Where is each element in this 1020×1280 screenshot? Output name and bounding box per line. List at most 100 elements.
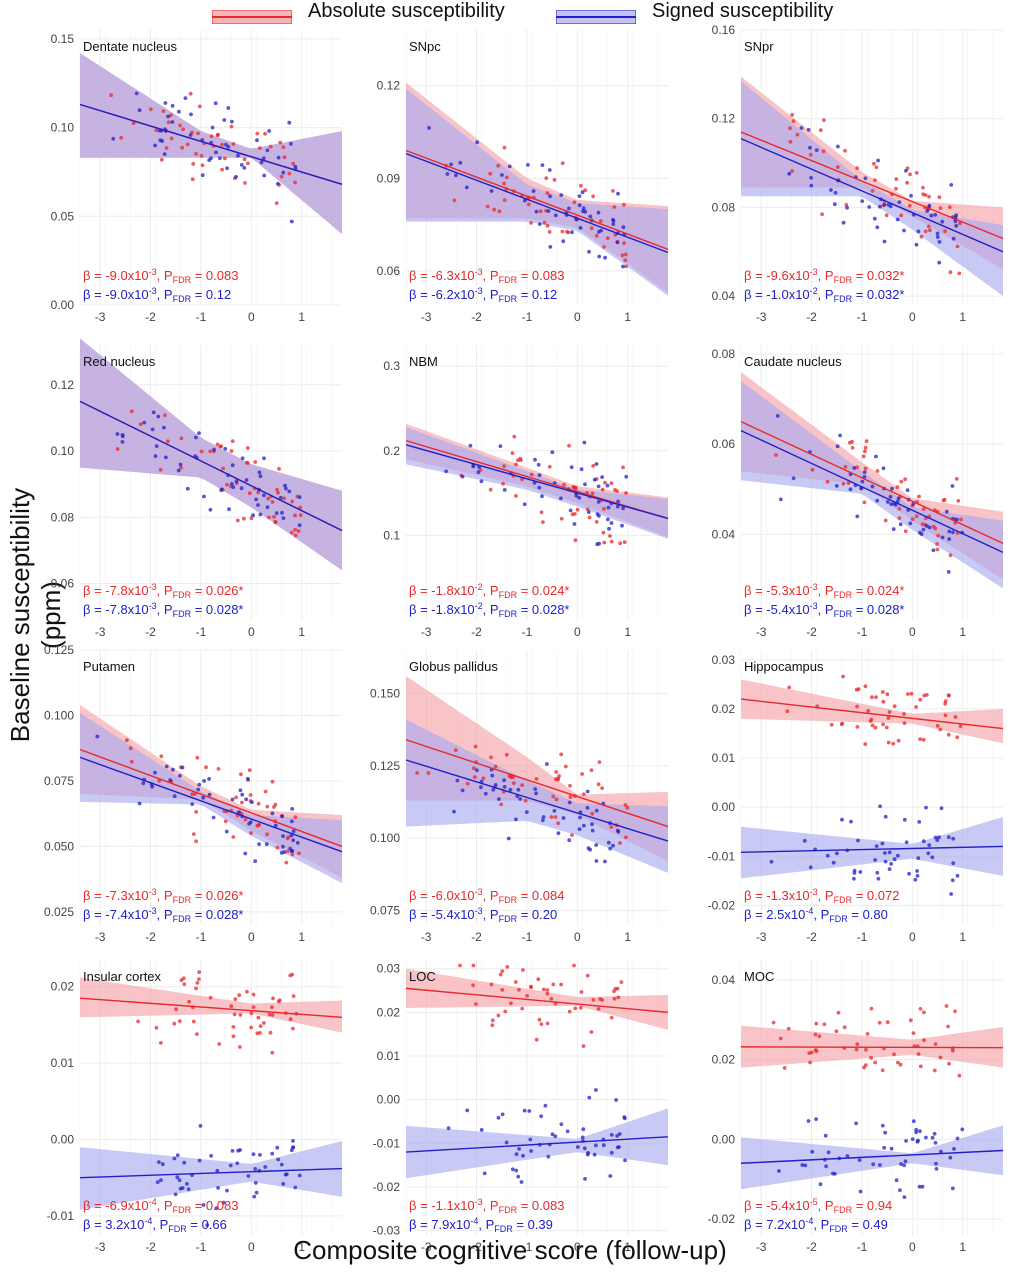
stat-signed: β = 7.9x10-4, PFDR = 0.39 bbox=[409, 1216, 553, 1234]
data-point-absolute bbox=[589, 226, 594, 231]
data-point-absolute bbox=[908, 1018, 913, 1023]
data-point-absolute bbox=[492, 207, 496, 212]
data-point-signed bbox=[479, 479, 484, 484]
data-point-signed bbox=[506, 836, 511, 841]
data-point-absolute bbox=[488, 487, 493, 492]
data-point-signed bbox=[588, 847, 592, 852]
data-point-absolute bbox=[608, 534, 612, 538]
data-point-signed bbox=[594, 859, 599, 863]
data-point-signed bbox=[875, 870, 880, 875]
data-point-signed bbox=[829, 188, 833, 192]
data-point-signed bbox=[954, 224, 959, 228]
fit-line-absolute bbox=[79, 997, 343, 1018]
data-point-absolute bbox=[509, 1001, 513, 1006]
data-point-signed bbox=[854, 1121, 858, 1126]
data-point-signed bbox=[252, 1194, 257, 1199]
data-point-absolute bbox=[581, 792, 586, 797]
x-tick-label: 1 bbox=[959, 625, 966, 639]
data-point-absolute bbox=[293, 180, 297, 185]
data-point-signed bbox=[237, 810, 242, 814]
data-point-signed bbox=[256, 503, 260, 507]
data-point-absolute bbox=[583, 188, 588, 193]
data-point-signed bbox=[225, 1188, 229, 1193]
data-point-absolute bbox=[509, 775, 514, 780]
panel-title: LOC bbox=[409, 969, 436, 984]
data-point-absolute bbox=[948, 553, 953, 558]
data-point-signed bbox=[579, 467, 584, 472]
data-point-absolute bbox=[885, 692, 890, 697]
data-point-signed bbox=[164, 764, 169, 769]
data-point-absolute bbox=[579, 183, 583, 188]
legend-signed-swatch bbox=[556, 10, 636, 24]
data-point-signed bbox=[947, 529, 952, 534]
data-point-signed bbox=[209, 156, 213, 161]
data-point-absolute bbox=[545, 191, 550, 195]
data-point-absolute bbox=[490, 1018, 495, 1023]
data-point-signed bbox=[514, 817, 518, 822]
data-point-signed bbox=[504, 1140, 509, 1145]
data-point-absolute bbox=[941, 498, 946, 503]
data-point-signed bbox=[552, 809, 557, 813]
data-point-signed bbox=[547, 168, 552, 172]
data-point-absolute bbox=[291, 1026, 295, 1031]
data-point-signed bbox=[155, 1180, 160, 1184]
data-point-signed bbox=[230, 463, 235, 468]
data-point-signed bbox=[849, 819, 853, 824]
data-point-absolute bbox=[905, 180, 909, 185]
data-point-signed bbox=[202, 779, 207, 783]
y-tick-label: 0.2 bbox=[383, 444, 400, 458]
data-point-absolute bbox=[791, 119, 796, 123]
data-point-absolute bbox=[788, 126, 792, 131]
data-point-signed bbox=[597, 541, 601, 546]
data-point-signed bbox=[514, 1152, 519, 1157]
data-point-signed bbox=[885, 500, 890, 504]
stat-signed: β = -1.8x10-2, PFDR = 0.028* bbox=[409, 601, 569, 619]
data-point-absolute bbox=[821, 149, 826, 154]
y-tick-label: -0.02 bbox=[373, 1180, 401, 1194]
data-point-signed bbox=[609, 1133, 614, 1137]
data-point-absolute bbox=[191, 1019, 196, 1024]
data-point-signed bbox=[290, 819, 294, 824]
data-point-signed bbox=[297, 1173, 302, 1178]
data-point-signed bbox=[254, 497, 258, 502]
data-point-absolute bbox=[854, 1047, 859, 1052]
y-tick-label: 0.08 bbox=[712, 347, 736, 361]
x-tick-label: -1 bbox=[522, 930, 533, 944]
data-point-absolute bbox=[285, 849, 290, 854]
data-point-absolute bbox=[869, 717, 874, 722]
y-tick-label: 0.01 bbox=[377, 1049, 401, 1063]
data-point-absolute bbox=[946, 1024, 950, 1029]
data-point-absolute bbox=[539, 510, 544, 515]
data-point-absolute bbox=[255, 1031, 260, 1036]
data-point-absolute bbox=[822, 118, 826, 122]
data-point-signed bbox=[920, 1184, 925, 1189]
fit-line-absolute bbox=[740, 698, 1004, 730]
data-point-absolute bbox=[517, 987, 521, 992]
data-point-absolute bbox=[505, 965, 510, 969]
x-tick-label: 1 bbox=[959, 310, 966, 324]
data-point-signed bbox=[615, 1145, 620, 1150]
data-point-signed bbox=[115, 432, 120, 436]
data-point-absolute bbox=[278, 140, 283, 145]
data-point-signed bbox=[895, 217, 900, 222]
data-point-signed bbox=[502, 778, 506, 783]
data-point-signed bbox=[178, 773, 182, 778]
fit-line-absolute bbox=[740, 131, 1004, 240]
data-point-absolute bbox=[935, 724, 940, 728]
y-tick-label: 0.125 bbox=[44, 643, 74, 657]
data-point-absolute bbox=[953, 1009, 957, 1014]
data-point-absolute bbox=[471, 983, 475, 988]
data-point-absolute bbox=[215, 442, 220, 447]
data-point-absolute bbox=[216, 767, 221, 771]
fit-line-signed bbox=[405, 444, 669, 520]
data-point-signed bbox=[926, 851, 931, 856]
data-point-signed bbox=[939, 806, 944, 811]
x-tick-label: 0 bbox=[248, 1240, 255, 1254]
data-point-absolute bbox=[502, 145, 507, 150]
y-tick-label: -0.02 bbox=[708, 1212, 736, 1226]
data-point-signed bbox=[209, 1154, 214, 1158]
data-point-signed bbox=[137, 801, 142, 806]
data-point-signed bbox=[205, 1223, 210, 1227]
x-tick-label: -3 bbox=[756, 310, 767, 324]
